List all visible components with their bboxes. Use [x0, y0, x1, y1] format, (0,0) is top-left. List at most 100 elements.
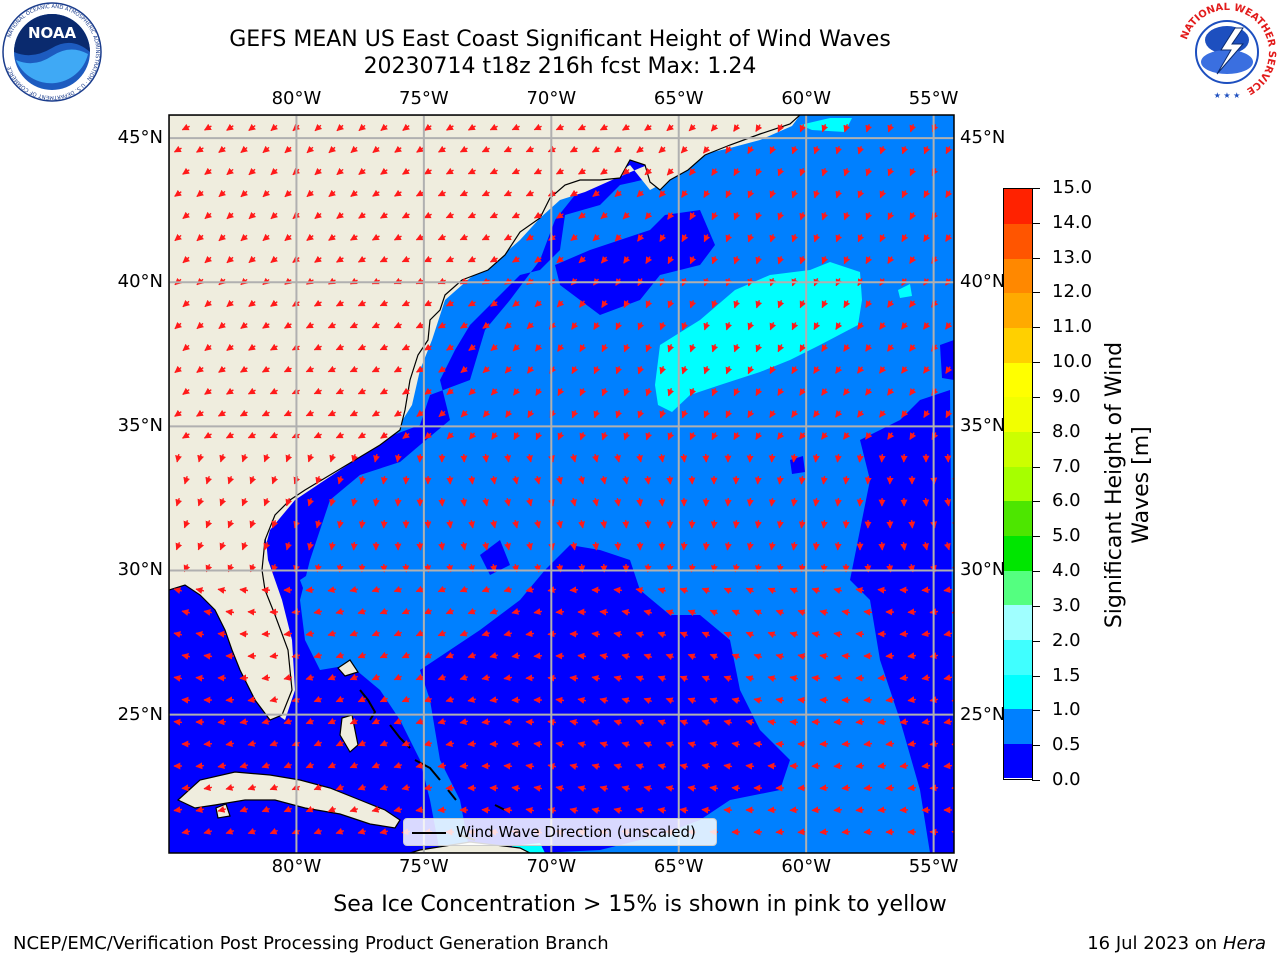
wave-direction-arrow — [901, 410, 909, 418]
wave-direction-arrow — [799, 124, 807, 133]
wave-direction-arrow — [657, 806, 667, 814]
wave-direction-arrow — [599, 653, 609, 660]
wave-direction-arrow — [315, 475, 323, 485]
colorbar-tick-mark — [1032, 188, 1040, 189]
wave-direction-arrow — [811, 587, 821, 595]
wave-direction-arrow — [591, 719, 601, 726]
wave-direction-arrow — [776, 475, 784, 485]
wave-direction-arrow — [247, 827, 256, 835]
wave-direction-arrow — [944, 497, 952, 507]
wave-direction-arrow — [181, 609, 191, 616]
wave-direction-arrow — [327, 586, 337, 593]
wave-direction-arrow — [746, 541, 754, 551]
wave-direction-arrow — [284, 321, 292, 329]
wave-direction-arrow — [907, 652, 917, 660]
wave-direction-arrow — [445, 740, 455, 747]
wave-direction-arrow — [621, 653, 631, 660]
wave-direction-arrow — [865, 432, 873, 440]
wave-direction-arrow — [899, 762, 909, 770]
colorbar-tick-label: 9.0 — [1052, 385, 1081, 407]
wave-direction-arrow — [415, 189, 424, 197]
wave-direction-arrow — [797, 609, 807, 617]
wave-direction-arrow — [843, 300, 851, 309]
wave-direction-arrow — [755, 124, 763, 132]
colorbar-tick-mark — [1032, 431, 1040, 433]
wave-direction-arrow — [459, 762, 469, 770]
wave-direction-arrow — [491, 432, 499, 440]
wave-direction-arrow — [533, 608, 543, 616]
wave-direction-arrow — [733, 124, 741, 132]
wave-direction-arrow — [263, 454, 271, 463]
wave-direction-arrow — [687, 697, 697, 705]
wave-direction-arrow — [789, 718, 799, 726]
wave-direction-arrow — [503, 145, 512, 153]
wave-direction-arrow — [490, 387, 499, 396]
wave-direction-arrow — [196, 321, 205, 330]
wave-direction-arrow — [841, 652, 851, 660]
wave-direction-arrow — [733, 255, 741, 265]
wave-direction-arrow — [239, 762, 249, 769]
wave-direction-arrow — [437, 629, 446, 637]
wave-direction-arrow — [219, 542, 227, 551]
wave-direction-arrow — [623, 256, 631, 264]
wave-direction-arrow — [416, 145, 424, 153]
wave-direction-arrow — [556, 211, 564, 219]
wave-direction-arrow — [533, 211, 542, 219]
wave-direction-arrow — [797, 653, 807, 660]
land-areas — [169, 115, 801, 853]
wave-direction-arrow — [490, 299, 498, 307]
wave-direction-arrow — [306, 189, 315, 198]
wave-direction-arrow — [877, 586, 887, 594]
wave-direction-arrow — [197, 454, 205, 463]
wave-direction-arrow — [482, 497, 489, 507]
wave-direction-arrow — [777, 344, 785, 353]
wave-direction-arrow — [887, 300, 895, 308]
wave-direction-arrow — [952, 520, 954, 529]
wave-direction-arrow — [615, 322, 623, 331]
wave-direction-arrow — [666, 167, 675, 176]
wave-direction-arrow — [459, 673, 469, 681]
longitude-tick-label: 60°W — [781, 88, 832, 109]
wave-direction-arrow — [248, 211, 257, 220]
wave-direction-arrow — [753, 653, 763, 661]
noaa-logo: NOAA NATIONAL OCEANIC AND ATMOSPHERIC AD… — [2, 2, 102, 102]
wave-direction-arrow — [327, 673, 336, 681]
wave-direction-arrow — [679, 675, 688, 683]
wave-direction-arrow — [239, 674, 249, 682]
wave-direction-arrow — [557, 388, 565, 397]
wave-direction-arrow — [681, 365, 689, 375]
wave-direction-arrow — [283, 630, 293, 638]
wave-direction-arrow — [767, 718, 777, 726]
wave-direction-arrow — [667, 432, 675, 441]
wave-direction-arrow — [225, 431, 234, 439]
wave-direction-arrow — [525, 189, 534, 197]
wave-direction-arrow — [857, 234, 865, 243]
wave-direction-arrow — [535, 388, 543, 396]
wave-direction-arrow — [701, 675, 710, 683]
wave-direction-arrow — [380, 123, 389, 132]
wave-direction-arrow — [401, 343, 410, 351]
wave-direction-arrow — [218, 233, 227, 242]
wave-direction-arrow — [379, 695, 388, 703]
wave-direction-arrow — [357, 695, 366, 703]
wave-direction-arrow — [503, 630, 513, 637]
wave-direction-arrow — [327, 409, 336, 417]
colorbar-tick-label: 12.0 — [1052, 281, 1093, 303]
wave-direction-arrow — [767, 631, 777, 639]
map-gridlines — [169, 115, 954, 853]
wave-direction-arrow — [512, 255, 520, 263]
wave-direction-arrow — [313, 387, 322, 395]
wave-direction-arrow — [701, 763, 711, 770]
wave-direction-arrow — [446, 387, 455, 396]
wave-direction-arrow — [921, 586, 931, 594]
wave-direction-arrow — [614, 233, 623, 242]
wave-direction-arrow — [569, 807, 579, 814]
wave-direction-arrow — [204, 211, 213, 220]
wave-direction-arrow — [856, 453, 864, 463]
colorbar-tick-mark — [1032, 362, 1040, 364]
wave-direction-arrow — [747, 234, 755, 243]
wave-direction-arrow — [424, 387, 432, 395]
wave-direction-arrow — [556, 519, 563, 529]
wave-direction-arrow — [945, 410, 953, 419]
wave-direction-arrow — [789, 675, 799, 682]
